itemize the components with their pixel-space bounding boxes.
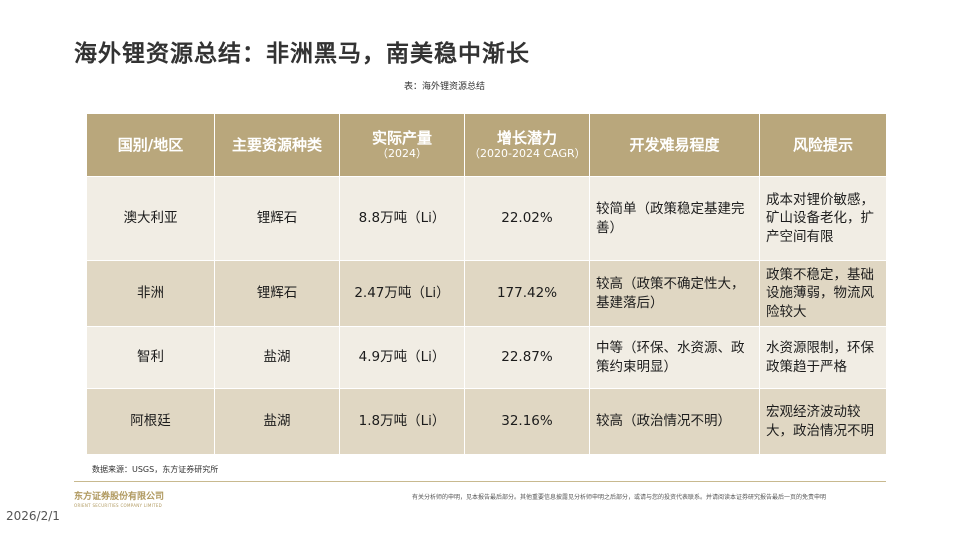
company-name-en: ORIENT SECURITIES COMPANY LIMITED [74,503,163,508]
cell-output: 1.8万吨（Li） [339,388,465,455]
company-logo: 东方证券股份有限公司 ORIENT SECURITIES COMPANY LIM… [74,489,164,508]
cell-output: 4.9万吨（Li） [339,326,465,389]
cell-resource-type: 盐湖 [214,326,340,389]
table-row: 智利 盐湖 4.9万吨（Li） 22.87% 中等（环保、水资源、政策约束明显）… [86,326,887,389]
date-stamp: 2026/2/1 [6,509,60,523]
table-row: 澳大利亚 锂辉石 8.8万吨（Li） 22.02% 较简单（政策稳定基建完善） … [86,176,887,261]
cell-resource-type: 盐湖 [214,388,340,455]
header-region: 国别/地区 [86,113,215,177]
cell-risk: 成本对锂价敏感，矿山设备老化，扩产空间有限 [759,176,887,261]
header-region-label: 国别/地区 [117,136,184,154]
cell-difficulty: 较高（政策不确定性大，基建落后） [589,260,760,327]
cell-difficulty: 中等（环保、水资源、政策约束明显） [589,326,760,389]
cell-region: 澳大利亚 [86,176,215,261]
table-row: 阿根廷 盐湖 1.8万吨（Li） 32.16% 较高（政治情况不明） 宏观经济波… [86,388,887,455]
cell-difficulty: 较简单（政策稳定基建完善） [589,176,760,261]
cell-region: 阿根廷 [86,388,215,455]
slide-title: 海外锂资源总结：非洲黑马，南美稳中渐长 [74,41,530,67]
company-name-cn: 东方证券股份有限公司 [74,492,165,502]
header-growth-label: 增长潜力 [496,129,557,148]
cell-cagr: 177.42% [464,260,590,327]
cell-output: 2.47万吨（Li） [339,260,465,327]
header-risk: 风险提示 [759,113,887,177]
header-output-sub: （2024） [377,147,427,161]
cell-cagr: 22.87% [464,326,590,389]
cell-output: 8.8万吨（Li） [339,176,465,261]
cell-risk: 政策不稳定，基础设施薄弱，物流风险较大 [759,260,887,327]
table-header-row: 国别/地区 主要资源种类 实际产量 （2024） 增长潜力 （2020-2024 C… [86,113,887,177]
header-growth: 增长潜力 （2020-2024 CAGR） [464,113,590,177]
data-source-note: 数据来源：USGS，东方证券研究所 [92,465,219,474]
header-output: 实际产量 （2024） [339,113,465,177]
header-output-label: 实际产量 [371,129,432,148]
table-row: 非洲 锂辉石 2.47万吨（Li） 177.42% 较高（政策不确定性大，基建落… [86,260,887,327]
cell-region: 非洲 [86,260,215,327]
cell-region: 智利 [86,326,215,389]
header-risk-label: 风险提示 [792,136,853,154]
cell-cagr: 32.16% [464,388,590,455]
header-difficulty-label: 开发难易程度 [629,136,720,154]
header-resource-type-label: 主要资源种类 [231,136,322,154]
table-caption: 表：海外锂资源总结 [404,82,486,92]
cell-risk: 宏观经济波动较大，政治情况不明 [759,388,887,455]
footer-divider [74,481,886,482]
header-difficulty: 开发难易程度 [589,113,760,177]
lithium-summary-table: 国别/地区 主要资源种类 实际产量 （2024） 增长潜力 （2020-2024 C… [86,113,887,455]
header-growth-sub: （2020-2024 CAGR） [469,147,586,161]
header-resource-type: 主要资源种类 [214,113,340,177]
disclaimer-text: 有关分析师的申明，见本报告最后部分。其他重要信息披露见分析师申明之后部分，或请与… [412,494,827,501]
cell-resource-type: 锂辉石 [214,260,340,327]
cell-resource-type: 锂辉石 [214,176,340,261]
cell-difficulty: 较高（政治情况不明） [589,388,760,455]
cell-cagr: 22.02% [464,176,590,261]
cell-risk: 水资源限制，环保政策趋于严格 [759,326,887,389]
